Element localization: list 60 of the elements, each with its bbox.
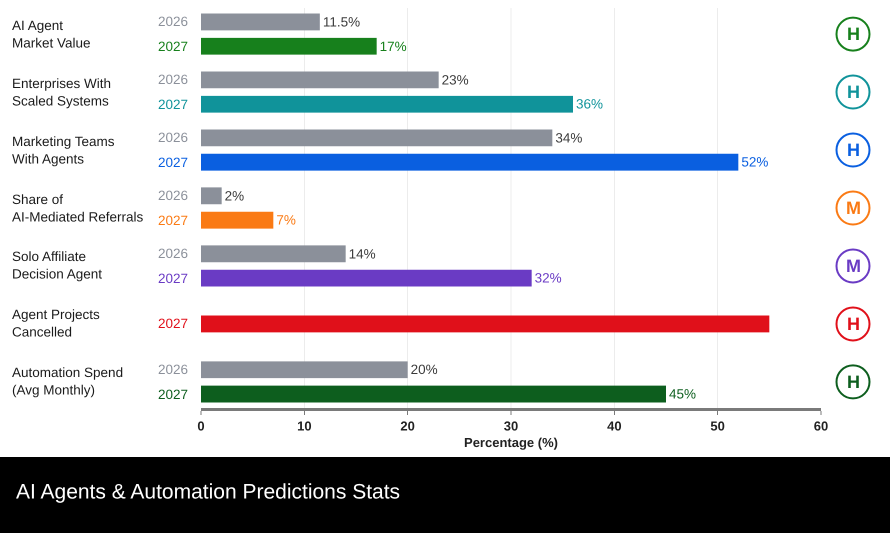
data-label: 20% [410, 362, 438, 378]
x-tick-label: 60 [814, 418, 828, 434]
bar [201, 187, 222, 204]
text: 2027 [158, 155, 188, 170]
data-label: 7% [276, 212, 296, 228]
text: 2027 [158, 213, 188, 228]
bar [201, 71, 439, 88]
bar [201, 96, 573, 113]
bar [201, 270, 532, 287]
text: 2026 [158, 188, 188, 203]
data-label: 34% [555, 130, 582, 146]
text: 2026 [158, 362, 188, 377]
y-tick-label: Automation Spend (Avg Monthly) [12, 365, 124, 398]
data-label: 11.5% [322, 14, 360, 30]
text: H [847, 82, 860, 102]
text: 2026 [158, 130, 188, 145]
data-label: 32% [534, 270, 562, 286]
data-label: 36% [576, 96, 604, 112]
text: 2026 [158, 72, 188, 87]
text: 2027 [158, 387, 188, 402]
bar [201, 129, 552, 146]
bar [201, 38, 377, 55]
series-label: 2027 [158, 39, 188, 54]
x-tick-label: 40 [607, 418, 622, 434]
y-tick-label: AI Agent Market Value [12, 18, 91, 51]
bar [201, 361, 408, 378]
y-tick-label: Marketing Teams With Agents [12, 134, 115, 167]
series-label: 2026 [158, 14, 188, 29]
bar [201, 386, 666, 402]
x-axis-title: Percentage (%) [464, 434, 558, 450]
bar [201, 14, 320, 30]
data-label: 2% [224, 188, 244, 204]
y-tick-label: Share of AI-Mediated Referrals [12, 192, 144, 225]
text: M [846, 256, 861, 276]
bar [201, 154, 738, 171]
text: H [847, 140, 860, 160]
text: H [847, 372, 860, 392]
x-tick-label: 10 [297, 418, 312, 434]
data-label: 45% [669, 386, 696, 402]
bar [201, 212, 274, 229]
x-tick-label: 20 [400, 418, 415, 434]
data-label: 23% [442, 72, 469, 88]
data-label: 17% [380, 38, 407, 54]
y-tick-label: Enterprises With Scaled Systems [12, 76, 112, 109]
text: 2027 [158, 316, 188, 331]
x-tick-label: 50 [710, 418, 725, 434]
y-tick-label: Solo Affiliate Decision Agent [12, 249, 102, 282]
text: 2027 [158, 271, 188, 286]
text: 2027 [158, 97, 188, 112]
text: H [847, 24, 860, 44]
text: M [846, 198, 861, 218]
text: 2026 [158, 246, 188, 261]
bar [201, 245, 346, 262]
y-tick-label: Agent Projects Cancelled [12, 307, 100, 340]
x-tick-label: 0 [197, 418, 205, 434]
data-label: 52% [741, 154, 768, 170]
data-label: 14% [348, 246, 376, 262]
text: H [847, 314, 860, 334]
x-tick-label: 30 [504, 418, 518, 434]
text: AI Agents & Automation Predictions Stats [16, 480, 400, 504]
